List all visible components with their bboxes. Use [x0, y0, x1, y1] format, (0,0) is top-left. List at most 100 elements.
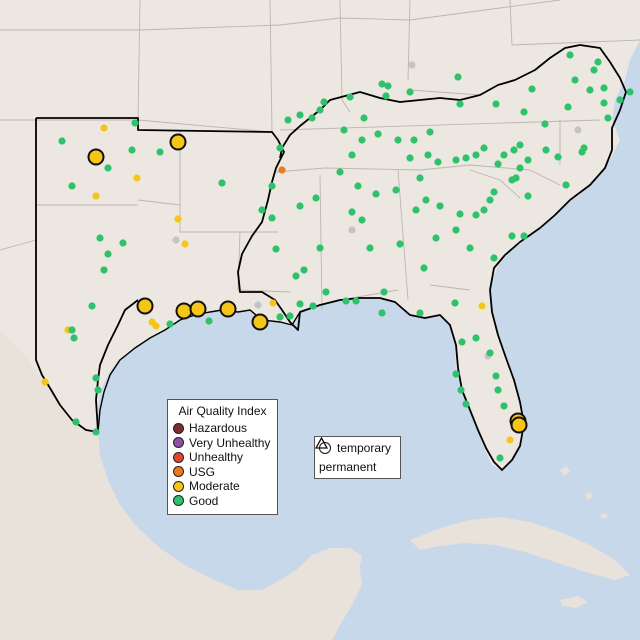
- monitor-marker[interactable]: [378, 80, 386, 88]
- monitor-marker[interactable]: [258, 206, 266, 214]
- monitor-marker[interactable]: [594, 58, 602, 66]
- monitor-marker[interactable]: [119, 239, 127, 247]
- monitor-marker[interactable]: [422, 196, 430, 204]
- monitor-marker[interactable]: [296, 300, 304, 308]
- monitor-marker[interactable]: [406, 154, 414, 162]
- monitor-marker[interactable]: [254, 301, 262, 309]
- monitor-marker[interactable]: [384, 82, 392, 90]
- monitor-marker[interactable]: [278, 166, 286, 174]
- monitor-marker[interactable]: [436, 202, 444, 210]
- monitor-marker[interactable]: [586, 86, 594, 94]
- temporary-monitor-marker[interactable]: [189, 300, 207, 318]
- monitor-marker[interactable]: [358, 136, 366, 144]
- monitor-marker[interactable]: [70, 334, 78, 342]
- monitor-marker[interactable]: [348, 226, 356, 234]
- monitor-marker[interactable]: [205, 317, 213, 325]
- monitor-marker[interactable]: [378, 309, 386, 317]
- monitor-marker[interactable]: [72, 418, 80, 426]
- monitor-marker[interactable]: [452, 370, 460, 378]
- monitor-marker[interactable]: [88, 302, 96, 310]
- monitor-marker[interactable]: [452, 226, 460, 234]
- monitor-marker[interactable]: [412, 206, 420, 214]
- monitor-marker[interactable]: [166, 320, 174, 328]
- monitor-marker[interactable]: [352, 297, 360, 305]
- monitor-marker[interactable]: [542, 146, 550, 154]
- monitor-marker[interactable]: [564, 103, 572, 111]
- monitor-marker[interactable]: [322, 288, 330, 296]
- monitor-marker[interactable]: [528, 85, 536, 93]
- monitor-marker[interactable]: [354, 182, 362, 190]
- monitor-marker[interactable]: [320, 98, 328, 106]
- monitor-marker[interactable]: [516, 141, 524, 149]
- monitor-marker[interactable]: [457, 386, 465, 394]
- monitor-marker[interactable]: [156, 148, 164, 156]
- monitor-marker[interactable]: [272, 245, 280, 253]
- monitor-marker[interactable]: [382, 92, 390, 100]
- monitor-marker[interactable]: [462, 154, 470, 162]
- monitor-marker[interactable]: [506, 436, 514, 444]
- monitor-marker[interactable]: [494, 160, 502, 168]
- monitor-marker[interactable]: [92, 192, 100, 200]
- monitor-marker[interactable]: [496, 454, 504, 462]
- monitor-marker[interactable]: [500, 151, 508, 159]
- monitor-marker[interactable]: [486, 349, 494, 357]
- temporary-monitor-marker[interactable]: [136, 297, 154, 315]
- monitor-marker[interactable]: [456, 100, 464, 108]
- monitor-marker[interactable]: [342, 297, 350, 305]
- monitor-marker[interactable]: [408, 61, 416, 69]
- monitor-marker[interactable]: [626, 88, 634, 96]
- monitor-marker[interactable]: [554, 153, 562, 161]
- temporary-monitor-marker[interactable]: [219, 300, 237, 318]
- monitor-marker[interactable]: [100, 266, 108, 274]
- monitor-marker[interactable]: [410, 136, 418, 144]
- monitor-marker[interactable]: [590, 66, 598, 74]
- monitor-marker[interactable]: [348, 151, 356, 159]
- monitor-marker[interactable]: [181, 240, 189, 248]
- monitor-marker[interactable]: [94, 386, 102, 394]
- monitor-marker[interactable]: [500, 402, 508, 410]
- monitor-marker[interactable]: [276, 144, 284, 152]
- monitor-marker[interactable]: [336, 168, 344, 176]
- monitor-marker[interactable]: [68, 182, 76, 190]
- monitor-marker[interactable]: [580, 144, 588, 152]
- monitor-marker[interactable]: [420, 264, 428, 272]
- monitor-marker[interactable]: [346, 93, 354, 101]
- temporary-monitor-marker[interactable]: [175, 302, 193, 320]
- monitor-marker[interactable]: [292, 272, 300, 280]
- temporary-monitor-marker[interactable]: [510, 416, 528, 434]
- monitor-marker[interactable]: [616, 96, 624, 104]
- monitor-marker[interactable]: [416, 174, 424, 182]
- monitor-marker[interactable]: [424, 151, 432, 159]
- monitor-marker[interactable]: [300, 266, 308, 274]
- monitor-marker[interactable]: [571, 76, 579, 84]
- monitor-marker[interactable]: [490, 254, 498, 262]
- monitor-marker[interactable]: [466, 244, 474, 252]
- monitor-marker[interactable]: [490, 188, 498, 196]
- monitor-marker[interactable]: [286, 312, 294, 320]
- monitor-marker[interactable]: [218, 179, 226, 187]
- monitor-marker[interactable]: [360, 114, 368, 122]
- monitor-marker[interactable]: [600, 99, 608, 107]
- monitor-marker[interactable]: [456, 210, 464, 218]
- monitor-marker[interactable]: [396, 240, 404, 248]
- monitor-marker[interactable]: [426, 128, 434, 136]
- monitor-marker[interactable]: [520, 232, 528, 240]
- monitor-marker[interactable]: [92, 428, 100, 436]
- monitor-marker[interactable]: [480, 206, 488, 214]
- monitor-marker[interactable]: [128, 146, 136, 154]
- monitor-marker[interactable]: [562, 181, 570, 189]
- monitor-marker[interactable]: [268, 182, 276, 190]
- monitor-marker[interactable]: [309, 302, 317, 310]
- monitor-marker[interactable]: [372, 190, 380, 198]
- monitor-marker[interactable]: [308, 114, 316, 122]
- monitor-marker[interactable]: [58, 137, 66, 145]
- monitor-marker[interactable]: [380, 288, 388, 296]
- monitor-marker[interactable]: [406, 88, 414, 96]
- monitor-marker[interactable]: [68, 326, 76, 334]
- monitor-marker[interactable]: [486, 196, 494, 204]
- monitor-marker[interactable]: [524, 192, 532, 200]
- monitor-marker[interactable]: [462, 400, 470, 408]
- monitor-marker[interactable]: [394, 136, 402, 144]
- monitor-marker[interactable]: [174, 215, 182, 223]
- monitor-marker[interactable]: [452, 156, 460, 164]
